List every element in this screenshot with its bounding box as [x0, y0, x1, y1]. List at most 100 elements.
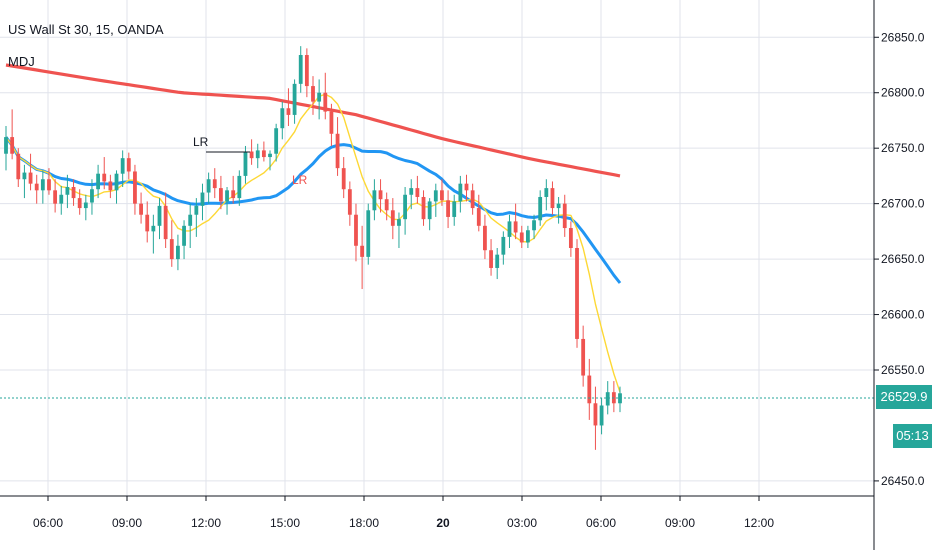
y-tick-label: 26700.0	[881, 197, 925, 211]
y-tick-label: 26550.0	[881, 363, 925, 377]
candle-body	[599, 405, 604, 426]
grid-lines	[0, 0, 874, 496]
candle-body	[311, 86, 315, 102]
candle-body	[507, 221, 512, 237]
x-tick-label: 15:00	[270, 516, 300, 530]
ma-blue-line	[4, 136, 622, 284]
candle-body	[22, 172, 27, 180]
candle-body	[593, 403, 598, 426]
candle-body	[495, 254, 500, 268]
candle-body	[114, 173, 119, 191]
candle-body	[544, 188, 549, 197]
symbol-title: US Wall St 30, 15, OANDA	[8, 22, 164, 37]
candle-body	[446, 200, 450, 217]
candle-body	[206, 179, 211, 193]
candle-body	[200, 192, 205, 206]
candle-body	[47, 179, 51, 191]
candle-body	[440, 190, 444, 201]
candle-body	[550, 188, 555, 209]
candle-body	[458, 183, 463, 202]
candle-body	[65, 187, 70, 195]
candle-body	[169, 239, 174, 260]
y-tick-label: 26800.0	[881, 86, 925, 100]
candle-body	[476, 208, 481, 226]
bar-countdown-label: 05:13	[893, 424, 932, 448]
candle-body	[354, 214, 358, 246]
candle-body	[452, 201, 457, 217]
candle-body	[341, 168, 346, 190]
candle-body	[304, 55, 309, 87]
candle-body	[163, 205, 168, 240]
candle-body	[470, 190, 475, 209]
x-tick-label: 09:00	[665, 516, 695, 530]
candle-body	[317, 92, 322, 102]
candle-body	[366, 210, 371, 257]
x-tick-label: 09:00	[112, 516, 142, 530]
candle-body	[286, 108, 291, 115]
candle-body	[133, 171, 137, 204]
candle-body	[335, 133, 340, 169]
x-tick-label: 18:00	[349, 516, 379, 530]
lr-label-secondary: LR	[292, 173, 308, 187]
candle-body	[587, 375, 592, 404]
candle-body	[261, 150, 266, 158]
candle-body	[188, 214, 193, 226]
x-tick-label: 06:00	[586, 516, 616, 530]
candle-body	[237, 175, 242, 199]
candle-body	[519, 232, 524, 243]
candle-body	[102, 173, 107, 182]
candle-body	[151, 225, 156, 232]
candle-body	[182, 225, 186, 246]
candle-body	[292, 83, 297, 115]
candle-body	[10, 137, 15, 154]
candle-body	[427, 201, 432, 220]
candle-body	[403, 194, 408, 220]
candle-body	[145, 214, 150, 232]
x-tick-label: 03:00	[507, 516, 537, 530]
candle-body	[372, 190, 377, 211]
candle-body	[53, 190, 58, 204]
candle-body	[556, 203, 561, 209]
candle-body	[4, 137, 8, 154]
candle-body	[120, 158, 125, 174]
candle-body	[532, 220, 536, 231]
candle-body	[575, 248, 579, 339]
candle-body	[231, 190, 236, 199]
y-tick-label: 26450.0	[881, 474, 925, 488]
candle-body	[280, 108, 285, 129]
candle-body	[323, 92, 328, 112]
y-tick-label: 26600.0	[881, 308, 925, 322]
y-tick-label: 26750.0	[881, 141, 925, 155]
candle-body	[483, 225, 487, 251]
candle-body	[139, 203, 143, 215]
candle-body	[212, 179, 217, 189]
x-tick-label: 12:00	[191, 516, 221, 530]
candle-body	[83, 202, 88, 209]
candle-body	[34, 183, 39, 191]
candle-body	[525, 230, 530, 243]
price-axis[interactable]: 26850.0 26800.0 26750.0 26700.0 26650.0 26600…	[874, 30, 925, 488]
candle-body	[489, 250, 493, 268]
candle-body	[157, 205, 162, 226]
candle-body	[562, 203, 567, 229]
candle-body	[329, 111, 334, 134]
candle-body	[28, 172, 33, 184]
candle-body	[605, 392, 610, 406]
candle-body	[40, 179, 45, 191]
indicator-title: MDJ	[8, 54, 35, 69]
candle-body	[16, 153, 21, 180]
candle-body	[77, 198, 82, 209]
candle-body	[347, 189, 352, 215]
candles	[4, 46, 622, 450]
candle-body	[397, 219, 401, 226]
x-tick-label: 12:00	[744, 516, 774, 530]
candle-body	[538, 196, 543, 221]
candle-body	[390, 210, 395, 226]
candle-body	[378, 190, 383, 200]
time-axis[interactable]: 06:00 09:00 12:00 15:00 18:00 20 03:00 06:00 09:…	[33, 496, 774, 530]
y-tick-label: 26650.0	[881, 252, 925, 266]
candle-body	[409, 188, 414, 195]
candle-body	[433, 190, 438, 202]
candle-body	[218, 188, 223, 202]
